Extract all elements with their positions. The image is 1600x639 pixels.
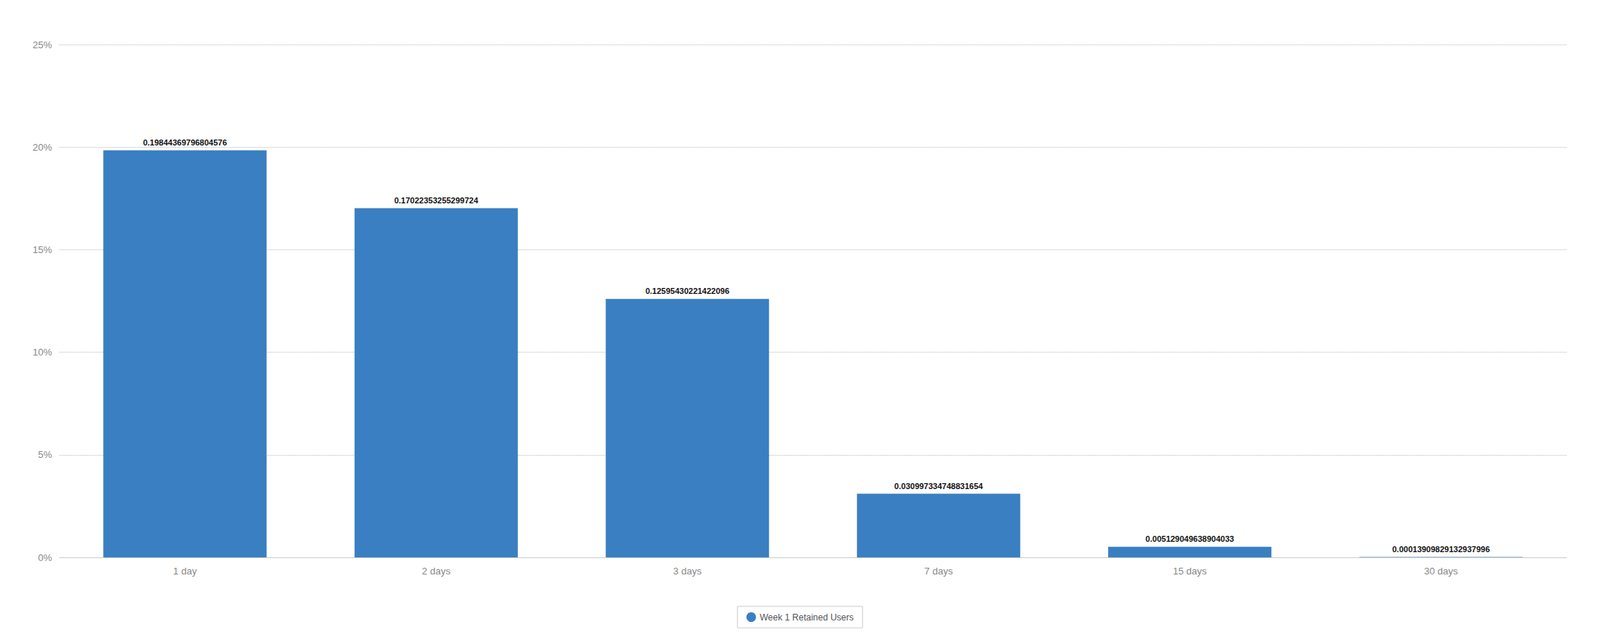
svg-text:Week 1 Retained Users: Week 1 Retained Users: [759, 612, 855, 623]
svg-text:30 days: 30 days: [1424, 565, 1459, 577]
svg-text:10%: 10%: [32, 346, 52, 358]
svg-text:2 days: 2 days: [422, 565, 452, 577]
svg-text:0.005129049638904033: 0.005129049638904033: [1145, 534, 1235, 544]
svg-text:3 days: 3 days: [673, 565, 703, 577]
svg-text:0.19844369796804576: 0.19844369796804576: [143, 138, 228, 147]
svg-text:0.17022353255299724: 0.17022353255299724: [394, 195, 479, 205]
svg-text:0%: 0%: [37, 552, 52, 564]
svg-text:15%: 15%: [32, 244, 52, 256]
svg-text:25%: 25%: [32, 39, 52, 51]
svg-text:0.030997334748831654: 0.030997334748831654: [894, 481, 984, 491]
svg-text:0.12595430221422096: 0.12595430221422096: [645, 286, 730, 296]
svg-text:20%: 20%: [32, 141, 52, 153]
svg-text:1 day: 1 day: [172, 565, 197, 577]
svg-text:7 days: 7 days: [924, 565, 954, 577]
svg-text:0.00013909829132937996: 0.00013909829132937996: [1392, 544, 1491, 554]
svg-text:15 days: 15 days: [1172, 565, 1207, 577]
svg-text:5%: 5%: [37, 448, 52, 461]
